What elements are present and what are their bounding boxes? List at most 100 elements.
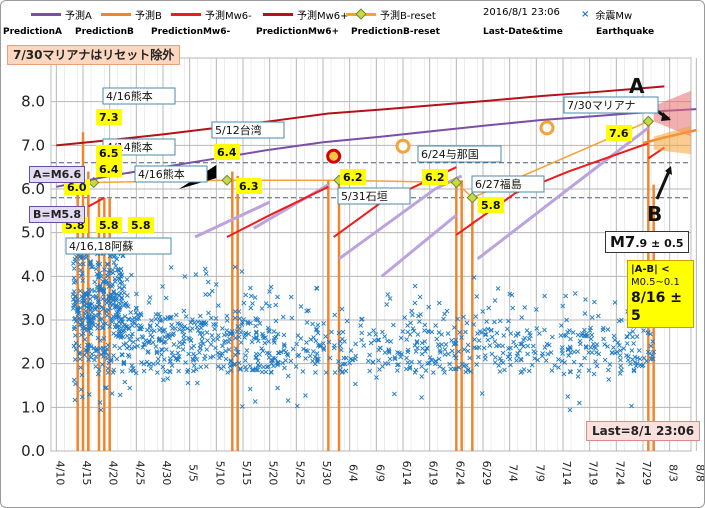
aftershock-point: × [293, 340, 300, 349]
aftershock-point: × [582, 309, 589, 318]
aftershock-point: × [636, 346, 643, 355]
aftershock-point: × [513, 331, 520, 340]
aftershock-point: × [424, 359, 431, 368]
aftershock-point: × [300, 367, 307, 376]
y-tick-label: 4.0 [21, 267, 45, 285]
aftershock-point: × [95, 273, 102, 282]
aftershock-point: × [160, 376, 167, 385]
aftershock-point: × [227, 357, 234, 366]
aftershock-point: × [419, 350, 426, 359]
aftershock-point: × [84, 299, 91, 308]
aftershock-point: × [225, 337, 232, 346]
aftershock-point: × [173, 310, 180, 319]
magnitude-label-text: 7.3 [99, 111, 119, 124]
aftershock-point: × [81, 293, 88, 302]
event-label-box [417, 145, 502, 163]
aftershock-point: × [205, 277, 212, 286]
aftershock-point: × [339, 367, 346, 376]
aftershock-point: × [520, 335, 527, 344]
aftershock-point: × [514, 351, 521, 360]
aftershock-point: × [413, 366, 420, 375]
aftershock-point: × [116, 322, 123, 331]
aftershock-point: × [97, 344, 104, 353]
aftershock-point: × [298, 302, 305, 311]
aftershock-point: × [194, 323, 201, 332]
aftershock-point: × [298, 334, 305, 343]
aftershock-point: × [617, 346, 624, 355]
event-label-text: 7/30マリアナ [567, 99, 635, 112]
aftershock-point: × [359, 314, 366, 323]
aftershock-point: × [154, 368, 161, 377]
aftershock-point: × [87, 301, 94, 310]
aftershock-point: × [430, 368, 437, 377]
aftershock-point: × [78, 254, 85, 263]
aftershock-point: × [113, 311, 120, 320]
aftershock-point: × [129, 318, 136, 327]
aftershock-point: × [199, 318, 206, 327]
aftershock-point: × [153, 310, 160, 319]
legend-item-prediction-b: 予測B [101, 7, 162, 22]
aftershock-point: × [70, 304, 77, 313]
aftershock-point: × [213, 280, 220, 289]
aftershock-point: × [100, 305, 107, 314]
key-marker [326, 148, 342, 164]
aftershock-point: × [133, 290, 140, 299]
aftershock-point: × [160, 338, 167, 347]
aftershock-point: × [148, 316, 155, 325]
aftershock-point: × [300, 345, 307, 354]
aftershock-point: × [479, 389, 486, 398]
aftershock-point: × [405, 345, 412, 354]
aftershock-point: × [208, 340, 215, 349]
aftershock-point: × [260, 346, 267, 355]
aftershock-point: × [70, 290, 77, 299]
aftershock-point: × [495, 284, 502, 293]
aftershock-point: × [127, 308, 134, 317]
aftershock-point: × [228, 356, 235, 365]
aftershock-point: × [104, 298, 111, 307]
aftershock-point: × [422, 347, 429, 356]
aftershock-point: × [567, 406, 574, 415]
aftershock-point: × [600, 335, 607, 344]
aftershock-point: × [74, 304, 81, 313]
aftershock-point: × [167, 357, 174, 366]
aftershock-point: × [121, 360, 128, 369]
aftershock-point: × [198, 318, 205, 327]
aftershock-point: × [314, 320, 321, 329]
aftershock-point: × [70, 259, 77, 268]
aftershock-point: × [93, 352, 100, 361]
aftershock-point: × [641, 354, 648, 363]
aftershock-point: × [77, 286, 84, 295]
aftershock-point: × [204, 336, 211, 345]
aftershock-point: × [331, 341, 338, 350]
aftershock-point: × [110, 252, 117, 261]
magnitude-label-box [236, 178, 262, 194]
aftershock-point: × [94, 303, 101, 312]
aftershock-point: × [275, 330, 282, 339]
aftershock-point: × [109, 280, 116, 289]
aftershock-point: × [451, 351, 458, 360]
magnitude-label-text: 6.2 [343, 171, 363, 184]
aftershock-point: × [509, 290, 516, 299]
aftershock-point: × [126, 315, 133, 324]
aftershock-point: × [252, 364, 259, 373]
aftershock-point: × [118, 333, 125, 342]
aftershock-point: × [82, 296, 89, 305]
aftershock-point: × [441, 368, 448, 377]
aftershock-point: × [314, 355, 321, 364]
aftershock-point: × [109, 315, 116, 324]
aftershock-point: × [472, 312, 479, 321]
aftershock-point: × [436, 362, 443, 371]
aftershock-point: × [252, 397, 259, 406]
aftershock-point: × [591, 297, 598, 306]
legend-swatch-b-reset [346, 8, 376, 20]
aftershock-point: × [104, 345, 111, 354]
aftershock-point: × [175, 356, 182, 365]
aftershock-point: × [426, 359, 433, 368]
aftershock-point: × [247, 303, 254, 312]
legend-sub-mw-minus: PredictionMw6- [151, 27, 231, 37]
aftershock-point: × [169, 330, 176, 339]
aftershock-point: × [224, 368, 231, 377]
aftershock-point: × [526, 367, 533, 376]
aftershock-point: × [375, 356, 382, 365]
